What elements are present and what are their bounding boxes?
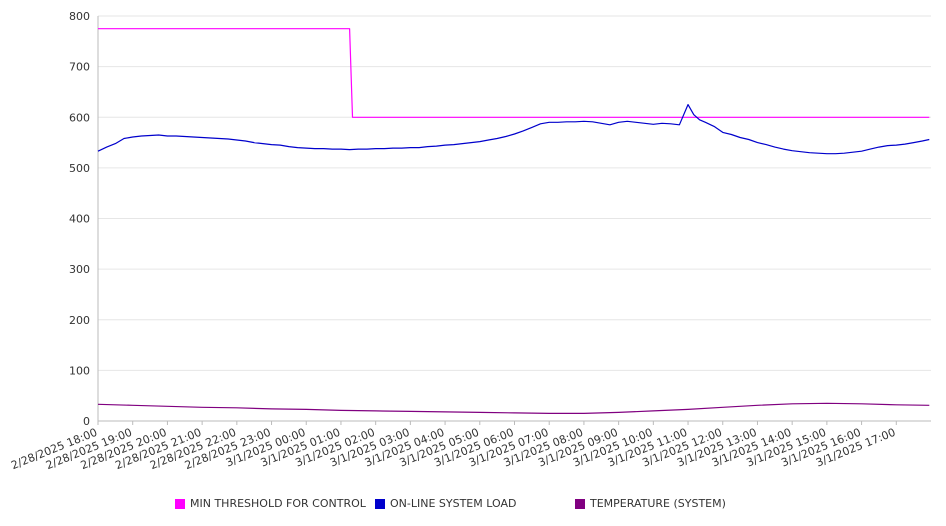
y-tick-label: 300 [69,263,90,276]
y-tick-label: 600 [69,111,90,124]
y-tick-label: 700 [69,61,90,74]
legend-item-min-threshold[interactable]: MIN THRESHOLD FOR CONTROL [175,497,366,510]
gridlines [98,15,931,371]
y-tick-label: 100 [69,364,90,377]
y-tick-label: 500 [69,162,90,175]
y-axis-tick-labels: 0 100 200 300 400 500 600 700 800 [69,10,90,428]
series-line-temperature [97,402,930,414]
series-lines [97,28,930,414]
legend-label-min-threshold: MIN THRESHOLD FOR CONTROL [190,497,366,510]
legend-label-system-load: ON-LINE SYSTEM LOAD [390,497,517,510]
x-axis-tick-labels: 2/28/2025 18:002/28/2025 19:002/28/2025 … [9,426,897,472]
y-tick-label: 200 [69,314,90,327]
legend-item-temperature[interactable]: TEMPERATURE (SYSTEM) [575,497,726,510]
y-tick-label: 800 [69,10,90,23]
y-tick-label: 0 [83,415,90,428]
legend-swatch-temperature [575,498,585,509]
legend: MIN THRESHOLD FOR CONTROL ON-LINE SYSTEM… [0,497,946,515]
y-tick-label: 400 [69,213,90,226]
legend-label-temperature: TEMPERATURE (SYSTEM) [590,497,726,510]
series-line-system-load [97,104,930,155]
axes [97,16,931,425]
legend-swatch-min-threshold [175,498,185,509]
legend-item-system-load[interactable]: ON-LINE SYSTEM LOAD [375,497,516,510]
line-chart: 0 100 200 300 400 500 600 700 800 2/28/2025 18:0… [9,10,931,472]
legend-swatch-system-load [375,498,385,509]
series-line-min-threshold [98,28,930,118]
